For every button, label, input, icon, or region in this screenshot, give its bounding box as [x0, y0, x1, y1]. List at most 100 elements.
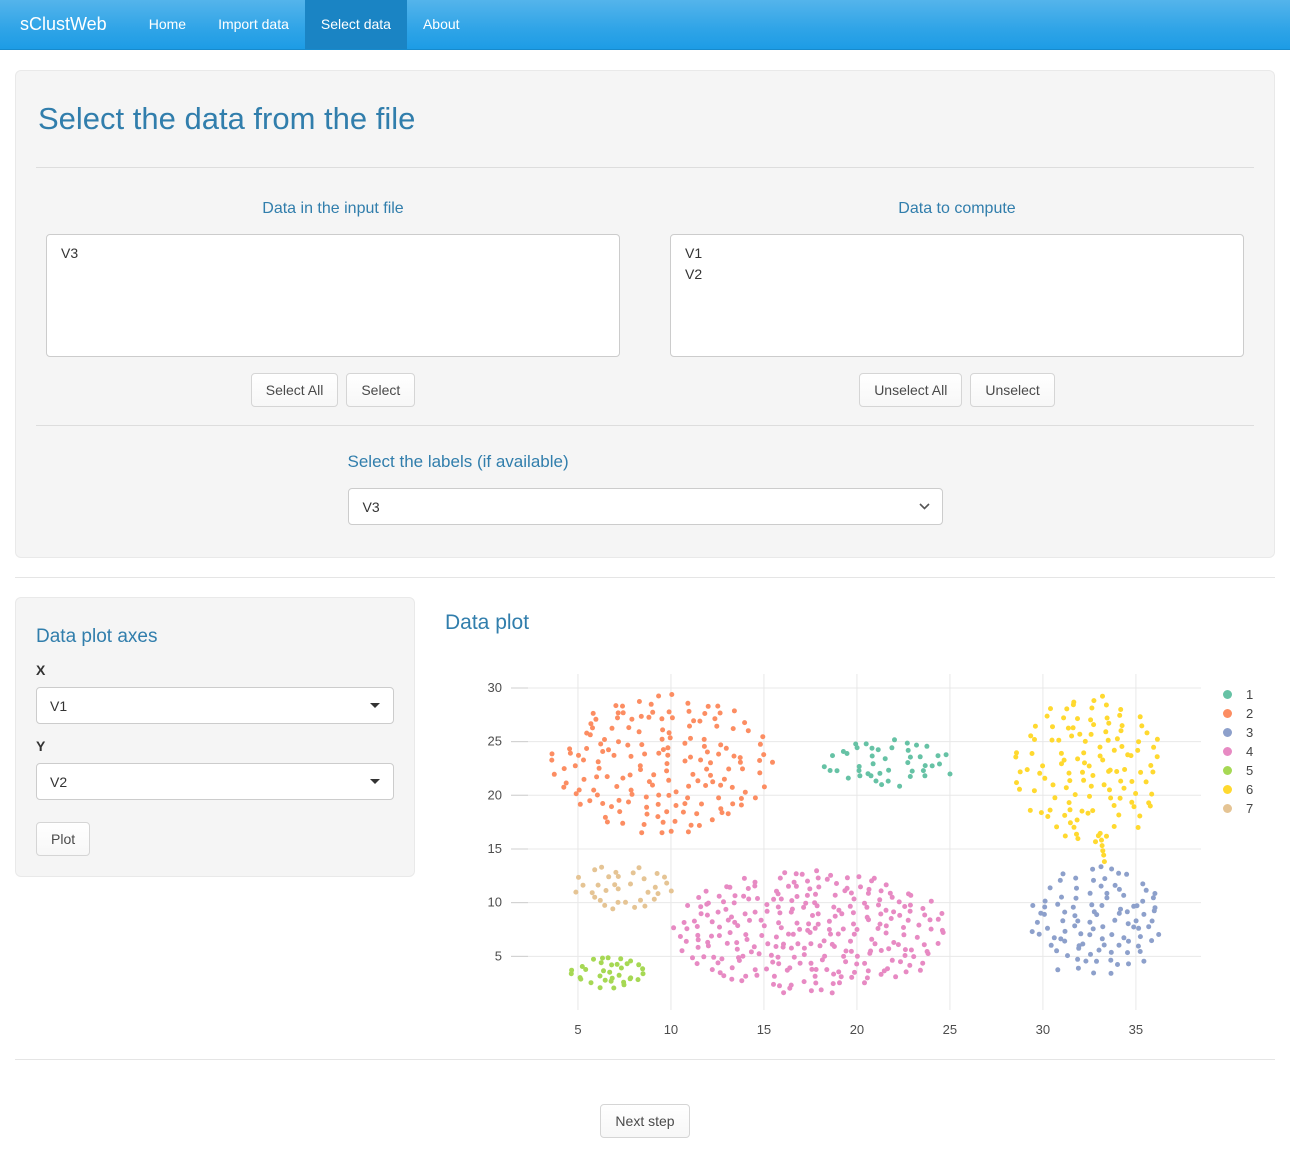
data-point — [909, 768, 915, 774]
data-point — [1140, 881, 1146, 887]
legend-item-4[interactable]: 4 — [1223, 742, 1253, 761]
nav-item-about: About — [407, 0, 476, 49]
data-point — [687, 723, 692, 729]
data-point — [686, 783, 692, 789]
data-point — [662, 874, 667, 880]
data-point — [893, 974, 899, 980]
data-point — [1133, 918, 1139, 924]
data-point — [1117, 712, 1123, 718]
compute-column: Data to compute V1 V2 Unselect All Unselec… — [660, 194, 1254, 407]
data-point — [715, 703, 721, 709]
data-point — [1056, 737, 1062, 743]
labels-select[interactable]: V3 — [347, 488, 943, 525]
data-point — [842, 888, 848, 894]
list-option[interactable]: V2 — [685, 266, 703, 282]
data-point — [563, 780, 569, 786]
data-point — [771, 896, 777, 902]
list-option[interactable]: V3 — [61, 245, 79, 261]
app-brand[interactable]: sClustWeb — [20, 14, 107, 34]
plot-button[interactable]: Plot — [36, 822, 91, 856]
data-point — [947, 771, 953, 777]
data-point — [710, 779, 716, 785]
data-point — [1104, 715, 1110, 721]
legend-item-7[interactable]: 7 — [1223, 799, 1253, 818]
data-point — [786, 883, 791, 889]
data-point — [1029, 751, 1035, 756]
nav-link-select-data[interactable]: Select data — [304, 0, 407, 49]
data-point — [609, 725, 615, 731]
data-point — [1156, 932, 1162, 937]
data-point — [701, 736, 707, 742]
data-point — [654, 871, 660, 876]
data-point — [814, 868, 820, 874]
data-point — [1037, 770, 1043, 776]
data-point — [760, 734, 766, 740]
data-point — [723, 906, 729, 912]
data-point — [1073, 895, 1079, 901]
data-point — [778, 925, 784, 931]
data-point — [1059, 761, 1064, 767]
data-point — [751, 944, 757, 950]
data-point — [656, 750, 662, 756]
compute-listbox[interactable]: V1 V2 — [670, 234, 1244, 357]
data-point — [659, 736, 665, 742]
list-option[interactable]: V1 — [685, 245, 703, 261]
data-point — [685, 795, 691, 801]
legend-item-6[interactable]: 6 — [1223, 780, 1253, 799]
data-point — [690, 771, 696, 777]
data-point — [737, 759, 743, 765]
data-point — [646, 714, 652, 720]
data-point — [716, 751, 722, 757]
data-point — [613, 703, 619, 709]
data-point — [1075, 918, 1081, 924]
x-axis-select[interactable]: V1 — [36, 687, 394, 724]
legend-item-3[interactable]: 3 — [1223, 723, 1253, 742]
data-point — [729, 965, 735, 971]
data-point — [758, 917, 764, 923]
select-button[interactable]: Select — [346, 373, 416, 407]
data-point — [848, 938, 853, 944]
data-point — [1091, 877, 1096, 883]
scatter-plot[interactable]: 5 10 15 20 25 30 35 5 10 15 20 25 30 — [445, 660, 1211, 1040]
data-point — [609, 962, 615, 968]
data-point — [878, 911, 884, 917]
next-step-button[interactable]: Next step — [600, 1104, 690, 1138]
nav-link-home[interactable]: Home — [148, 16, 187, 32]
data-point — [615, 899, 621, 905]
data-point — [731, 900, 737, 906]
y-axis-select[interactable]: V2 — [36, 763, 394, 800]
data-point — [732, 893, 738, 899]
unselect-button[interactable]: Unselect — [970, 373, 1055, 407]
data-point — [719, 810, 725, 816]
nav-link-import-data[interactable]: Import data — [218, 16, 289, 32]
data-point — [645, 889, 651, 895]
data-point — [590, 710, 596, 716]
data-point — [755, 896, 760, 901]
legend-item-5[interactable]: 5 — [1223, 761, 1253, 780]
data-point — [826, 918, 832, 924]
select-all-button[interactable]: Select All — [250, 373, 339, 407]
data-point — [1042, 775, 1048, 781]
data-point — [614, 784, 620, 789]
legend-item-1[interactable]: 1 — [1223, 685, 1253, 704]
data-point — [1061, 757, 1067, 763]
data-point — [821, 938, 827, 944]
nav-link-about[interactable]: About — [422, 16, 460, 32]
data-point — [883, 907, 889, 913]
unselect-all-button[interactable]: Unselect All — [859, 373, 963, 407]
data-point — [642, 751, 648, 757]
data-point — [1086, 763, 1092, 769]
data-point — [730, 801, 736, 807]
data-point — [618, 956, 624, 962]
input-file-listbox[interactable]: V3 — [46, 234, 620, 357]
navbar-menu: Home Import data Select data About — [133, 0, 476, 49]
data-point — [1126, 938, 1131, 944]
x-axis-value: V1 — [50, 697, 68, 714]
data-point — [685, 903, 691, 908]
data-point — [851, 921, 856, 927]
data-point — [869, 936, 875, 942]
data-point — [939, 911, 945, 916]
legend-item-2[interactable]: 2 — [1223, 704, 1253, 723]
data-point — [778, 896, 784, 902]
data-point — [905, 917, 911, 923]
